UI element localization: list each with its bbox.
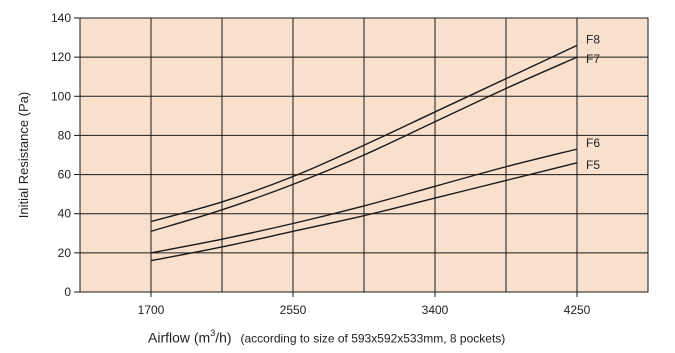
x-axis-label-prefix: Airflow (m	[148, 329, 211, 346]
series-line-f7	[150, 56, 578, 232]
series-label-f5: F5	[586, 158, 600, 172]
x-tick-label: 3400	[422, 303, 449, 317]
series-lines: F8 F7 F6 F5	[150, 32, 600, 262]
x-tick-label: 4250	[564, 303, 591, 317]
x-axis-note: (according to size of 593x592x533mm, 8 p…	[240, 331, 506, 346]
series-line-f8	[150, 44, 578, 223]
x-tick-label: 2550	[280, 303, 307, 317]
y-tick-label: 40	[58, 207, 72, 221]
series-line-f6	[150, 148, 578, 254]
x-axis-label-suffix: /h)	[215, 329, 232, 346]
series-line-f5	[150, 162, 578, 262]
x-axis-label: Airflow (m3/h) (according to size of 593…	[148, 328, 668, 347]
tick-labels: 0 20 40 60 80 100 120 140 1700 2550 3400 4250	[51, 11, 591, 317]
y-tick-label: 80	[58, 128, 72, 142]
y-tick-label: 120	[51, 50, 71, 64]
y-tick-label: 20	[58, 246, 72, 260]
y-tick-label: 60	[58, 168, 72, 182]
series-label-f6: F6	[586, 136, 600, 150]
x-axis-label-superscript: 3	[210, 328, 216, 338]
grid	[80, 18, 648, 292]
y-tick-label: 100	[51, 89, 71, 103]
series-label-f8: F8	[586, 32, 600, 46]
y-tick-label: 140	[51, 11, 71, 25]
y-axis-label: Initial Resistance (Pa)	[16, 92, 31, 218]
series-label-f7: F7	[586, 52, 600, 66]
y-tick-label: 0	[64, 285, 71, 299]
x-tick-label: 1700	[138, 303, 165, 317]
